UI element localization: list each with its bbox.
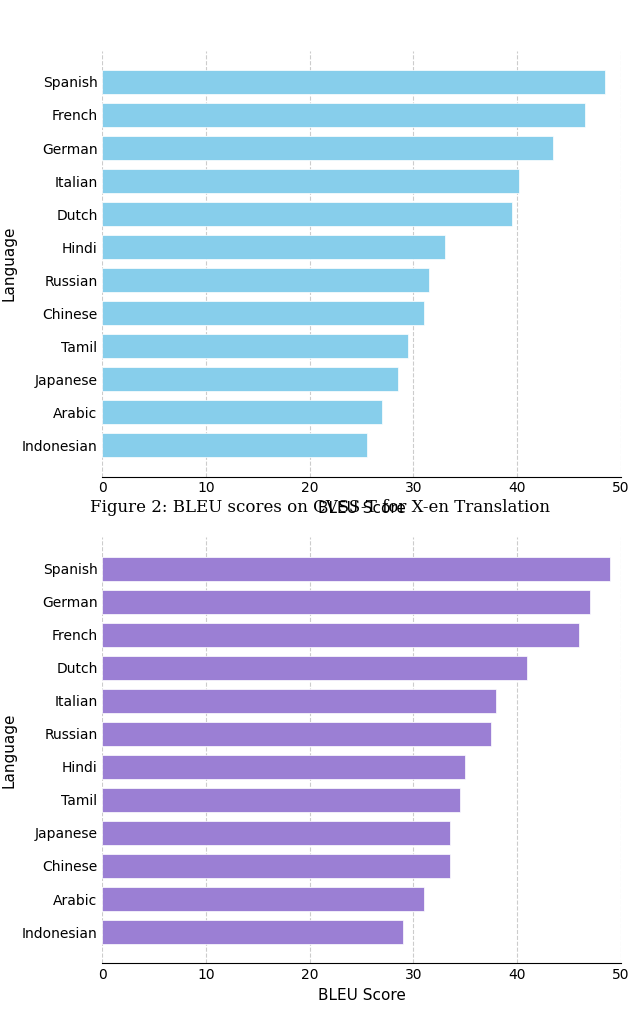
Bar xyxy=(102,920,403,944)
Bar xyxy=(102,656,527,679)
Bar xyxy=(102,722,492,745)
Bar xyxy=(102,590,589,613)
X-axis label: BLEU Score: BLEU Score xyxy=(317,988,406,1003)
Bar xyxy=(102,301,424,325)
Bar xyxy=(102,70,605,94)
Bar xyxy=(102,269,429,292)
Bar xyxy=(102,103,584,127)
Bar xyxy=(102,401,382,424)
Bar xyxy=(102,433,367,457)
Bar xyxy=(102,235,445,259)
Bar xyxy=(102,367,398,391)
Bar xyxy=(102,788,460,812)
Bar xyxy=(102,169,519,193)
Bar xyxy=(102,136,554,160)
Bar xyxy=(102,335,408,358)
Bar xyxy=(102,821,450,845)
Text: Figure 2: BLEU scores on CVSS-T for X-en Translation: Figure 2: BLEU scores on CVSS-T for X-en… xyxy=(90,499,550,515)
Y-axis label: Language: Language xyxy=(1,226,16,301)
Bar xyxy=(102,689,497,713)
Bar xyxy=(102,623,579,647)
Bar xyxy=(102,887,424,911)
X-axis label: BLEU Score: BLEU Score xyxy=(317,501,406,516)
Y-axis label: Language: Language xyxy=(1,713,16,788)
Bar xyxy=(102,854,450,878)
Bar xyxy=(102,557,611,581)
Bar xyxy=(102,202,512,226)
Bar xyxy=(102,755,465,779)
